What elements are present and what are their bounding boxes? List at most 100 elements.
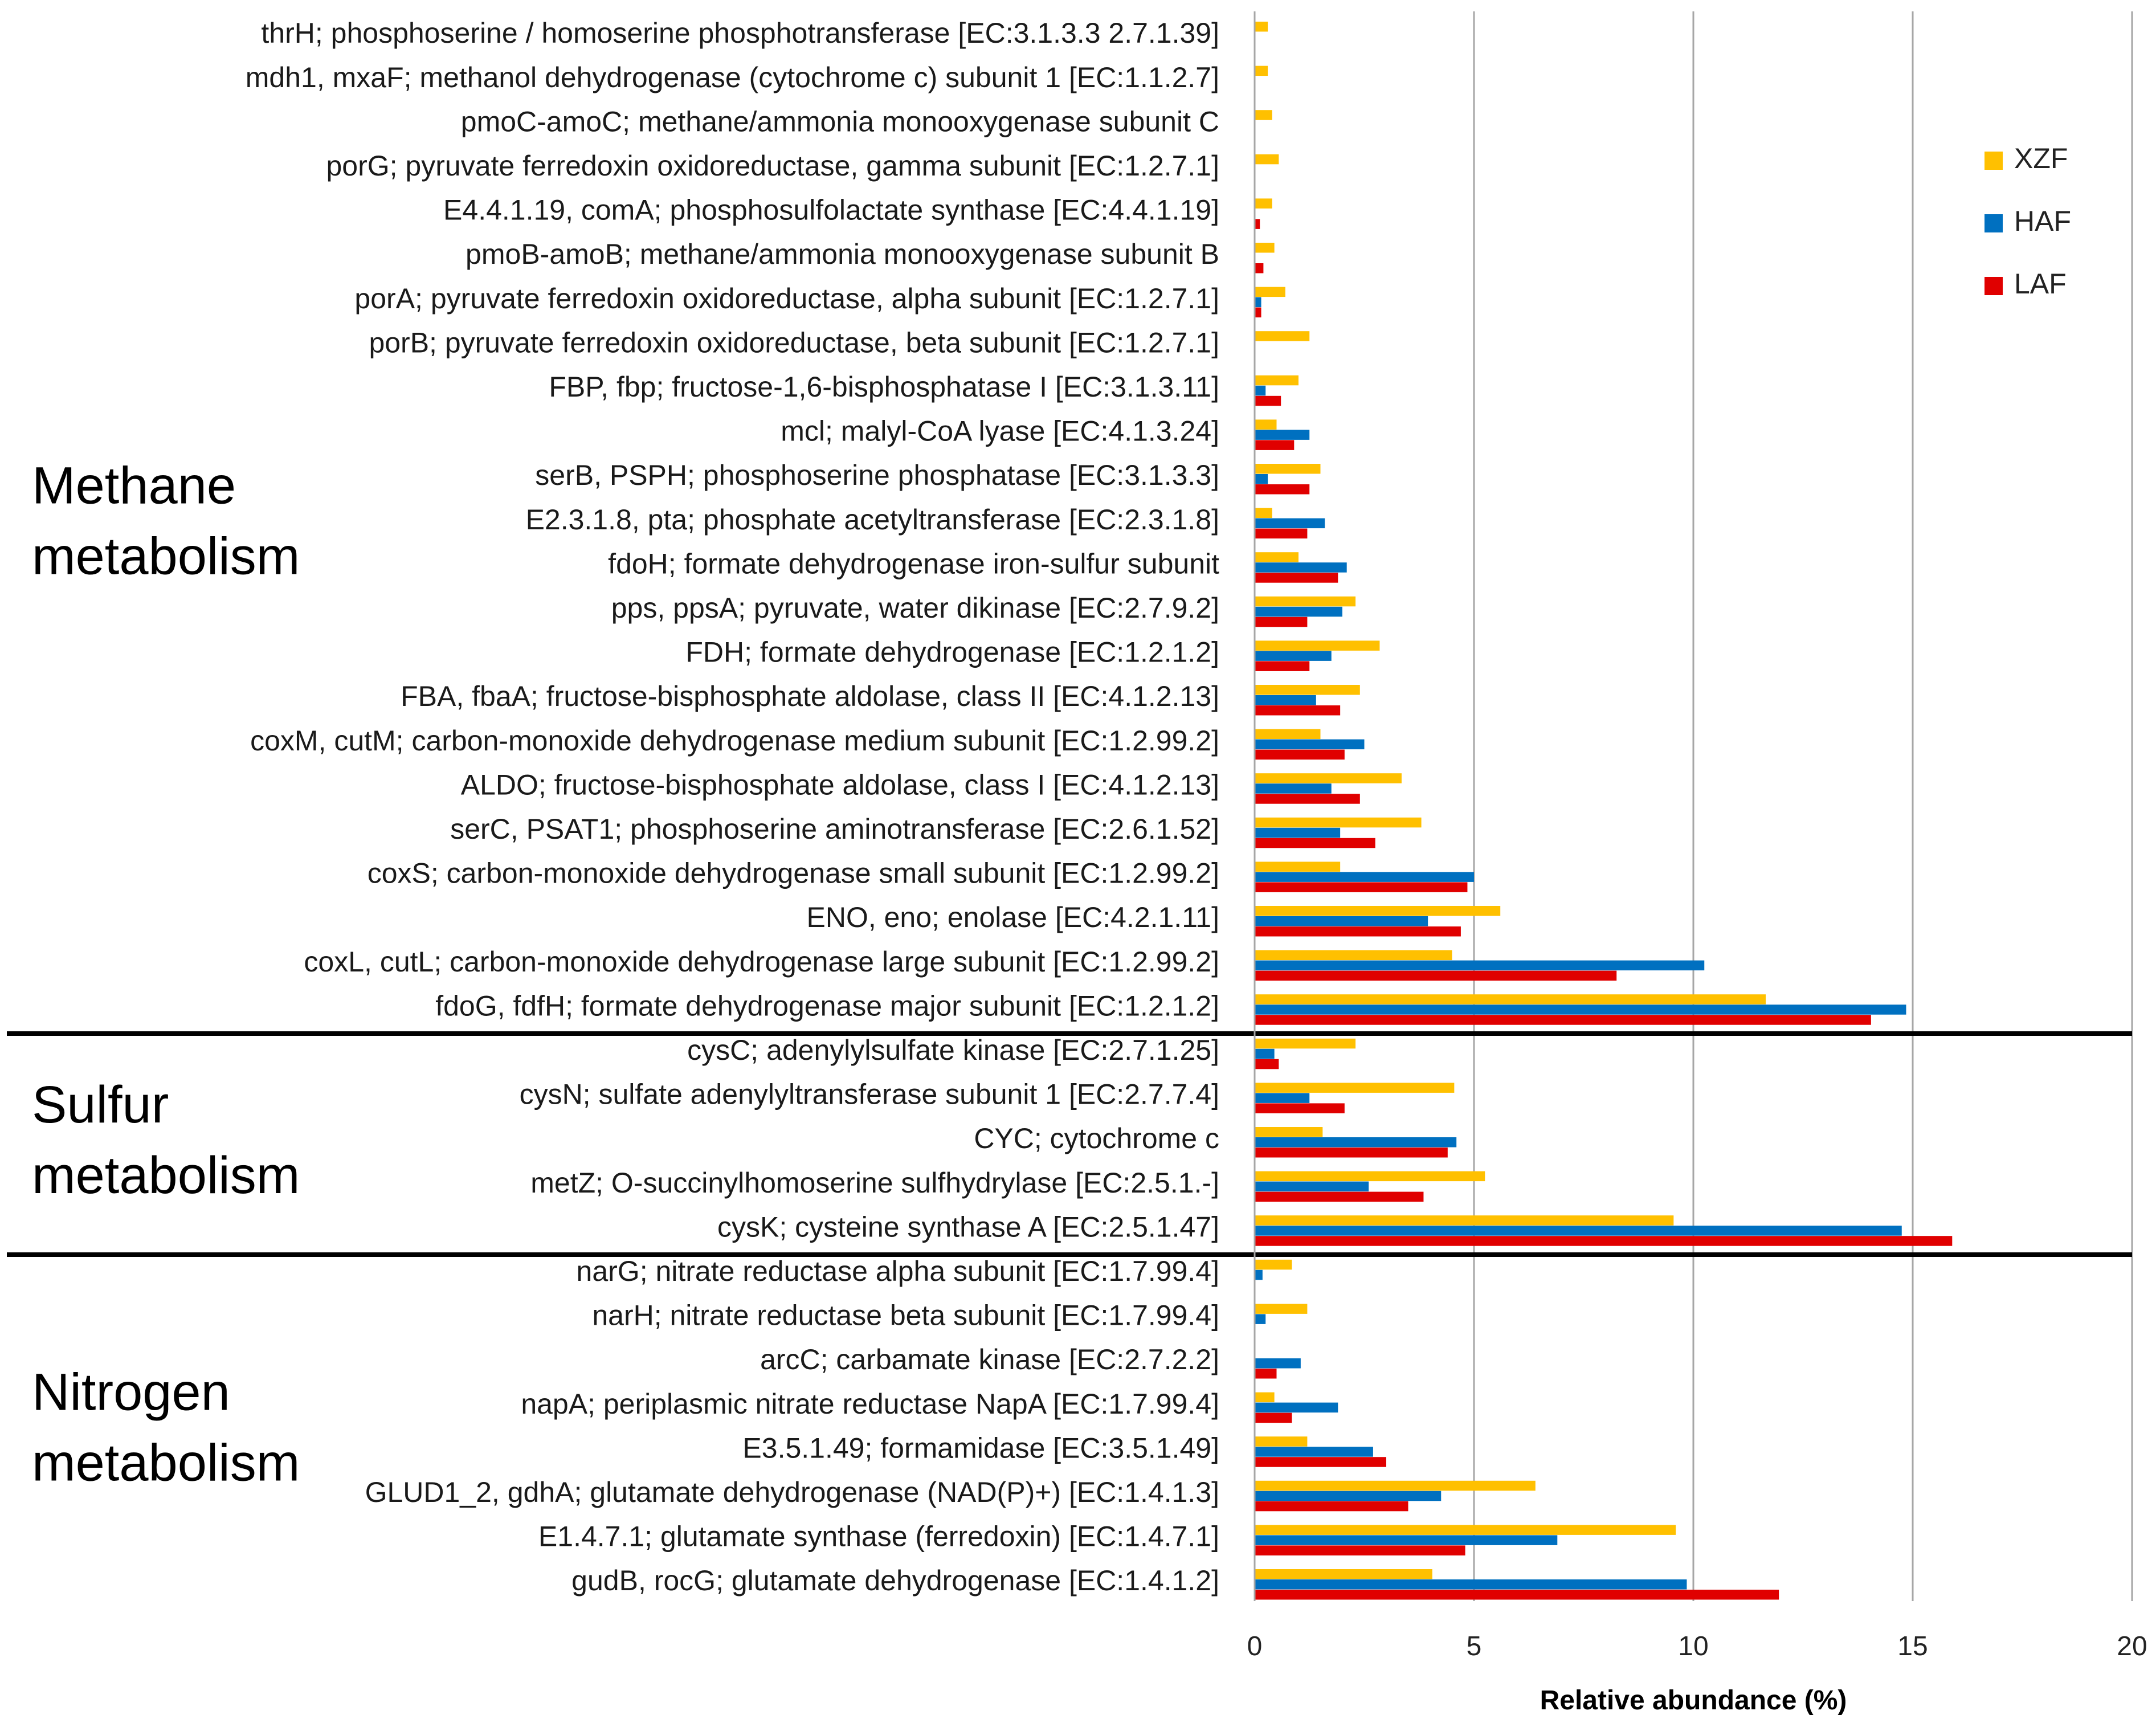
category-label: FBA, fbaA; fructose-bisphosphate aldolas… [401, 680, 1219, 712]
category-label: coxM, cutM; carbon-monoxide dehydrogenas… [250, 725, 1219, 757]
category-label: E2.3.1.8, pta; phosphate acetyltransfera… [526, 504, 1219, 536]
bar-xzf [1255, 1038, 1356, 1049]
category-label: pps, ppsA; pyruvate, water dikinase [EC:… [611, 592, 1219, 624]
bar-haf [1255, 1226, 1902, 1236]
bar-xzf [1255, 1525, 1676, 1535]
group-label: Methane [32, 457, 236, 515]
bar-xzf [1255, 685, 1360, 695]
category-label: FDH; formate dehydrogenase [EC:1.2.1.2] [685, 636, 1219, 668]
category-label: fdoH; formate dehydrogenase iron-sulfur … [608, 548, 1219, 579]
category-label: GLUD1_2, gdhA; glutamate dehydrogenase (… [365, 1476, 1219, 1508]
bar-xzf [1255, 994, 1766, 1005]
gridlines [1473, 11, 2133, 1601]
x-axis-title: Relative abundance (%) [1540, 1685, 1847, 1716]
category-label: pmoB-amoB; methane/ammonia monooxygenase… [466, 238, 1219, 270]
category-label: metZ; O-succinylhomoserine sulfhydrylase… [530, 1167, 1219, 1199]
category-label: coxS; carbon-monoxide dehydrogenase smal… [368, 858, 1219, 889]
bar-xzf [1255, 729, 1321, 740]
bar-laf [1255, 440, 1295, 450]
bar-xzf [1255, 950, 1452, 961]
bar-xzf [1255, 773, 1402, 783]
group-label: metabolism [32, 1146, 300, 1205]
bar-xzf [1255, 1171, 1485, 1182]
bar-laf [1255, 307, 1261, 318]
category-label: cysN; sulfate adenylyltransferase subuni… [520, 1079, 1219, 1110]
category-label: mdh1, mxaF; methanol dehydrogenase (cyto… [246, 62, 1219, 93]
category-label: thrH; phosphoserine / homoserine phospho… [261, 17, 1219, 49]
bars [1255, 22, 1953, 1600]
category-label: cysC; adenylylsulfate kinase [EC:2.7.1.2… [687, 1034, 1219, 1066]
bar-laf [1255, 705, 1341, 716]
bar-xzf [1255, 1259, 1292, 1270]
bar-laf [1255, 1412, 1292, 1423]
bar-xzf [1255, 154, 1279, 165]
category-label: porG; pyruvate ferredoxin oxidoreductase… [326, 150, 1219, 182]
category-label: serC, PSAT1; phosphoserine aminotransfer… [450, 813, 1219, 845]
bar-laf [1255, 882, 1468, 892]
bar-haf [1255, 1535, 1558, 1545]
bar-haf [1255, 606, 1342, 617]
category-label: narH; nitrate reductase beta subunit [EC… [592, 1300, 1219, 1332]
bar-laf [1255, 1059, 1279, 1069]
bar-xzf [1255, 906, 1501, 916]
bar-xzf [1255, 419, 1277, 430]
bar-laf [1255, 1545, 1465, 1555]
bar-laf [1255, 838, 1375, 848]
category-label: arcC; carbamate kinase [EC:2.7.2.2] [760, 1344, 1219, 1375]
bar-xzf [1255, 640, 1380, 651]
bar-laf [1255, 1457, 1386, 1467]
bar-haf [1255, 474, 1268, 484]
category-label: coxL, cutL; carbon-monoxide dehydrogenas… [304, 946, 1219, 978]
bar-xzf [1255, 22, 1268, 32]
bar-haf [1255, 695, 1316, 705]
bar-laf [1255, 1191, 1424, 1202]
bar-haf [1255, 1358, 1301, 1369]
bar-laf [1255, 794, 1360, 804]
legend-label: LAF [2014, 268, 2067, 300]
bar-xzf [1255, 817, 1422, 828]
bar-xzf [1255, 1436, 1308, 1447]
bar-haf [1255, 297, 1261, 308]
legend-swatch-haf [1984, 214, 2003, 232]
bar-xzf [1255, 862, 1341, 872]
bar-xzf [1255, 596, 1356, 607]
bar-laf [1255, 573, 1338, 583]
bar-haf [1255, 651, 1332, 661]
bar-laf [1255, 1369, 1277, 1379]
legend: XZF HAF LAF [1984, 142, 2071, 300]
bar-xzf [1255, 1127, 1323, 1137]
bar-xzf [1255, 1083, 1455, 1093]
category-label: cysK; cysteine synthase A [EC:2.5.1.47] [717, 1211, 1219, 1243]
bar-xzf [1255, 464, 1321, 474]
bar-xzf [1255, 331, 1310, 341]
bar-haf [1255, 518, 1325, 529]
bar-laf [1255, 1015, 1871, 1025]
bar-xzf [1255, 287, 1285, 297]
group-label: metabolism [32, 528, 300, 586]
bar-laf [1255, 1148, 1448, 1158]
group-label: metabolism [32, 1434, 300, 1492]
bar-xzf [1255, 508, 1272, 518]
bar-laf [1255, 616, 1308, 627]
x-tick-label: 0 [1247, 1631, 1263, 1661]
bar-xzf [1255, 1392, 1275, 1403]
category-label: pmoC-amoC; methane/ammonia monooxygenase… [461, 105, 1219, 137]
bar-xzf [1255, 1215, 1674, 1226]
category-label: narG; nitrate reductase alpha subunit [E… [577, 1255, 1219, 1287]
x-axis: 0 5 10 15 20 Relative abundance (%) [1247, 11, 2147, 1716]
bar-laf [1255, 749, 1345, 760]
bar-haf [1255, 827, 1341, 838]
category-label: ALDO; fructose-bisphosphate aldolase, cl… [461, 769, 1219, 801]
category-label: FBP, fbp; fructose-1,6-bisphosphatase I … [549, 371, 1219, 403]
bar-laf [1255, 484, 1310, 495]
bar-xzf [1255, 66, 1268, 76]
bar-laf [1255, 395, 1281, 406]
bar-haf [1255, 1314, 1266, 1324]
category-label: E1.4.7.1; glutamate synthase (ferredoxin… [538, 1521, 1219, 1553]
bar-haf [1255, 430, 1310, 440]
bar-haf [1255, 1048, 1275, 1059]
bar-laf [1255, 263, 1264, 273]
bar-haf [1255, 739, 1365, 750]
bar-xzf [1255, 243, 1275, 253]
